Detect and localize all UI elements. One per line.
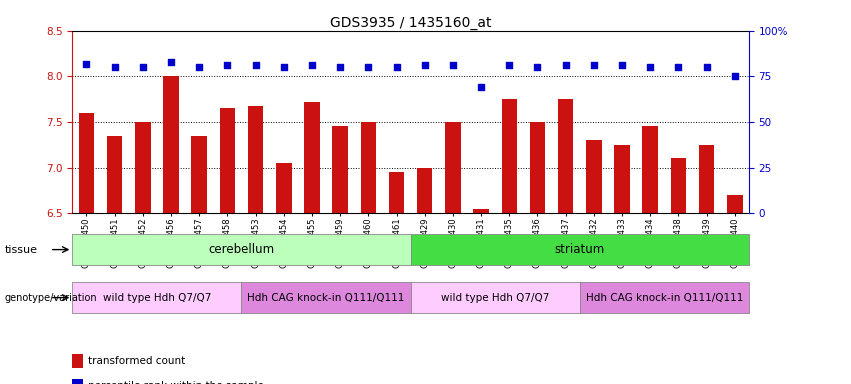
Point: [474, 84, 488, 90]
Text: cerebellum: cerebellum: [208, 243, 275, 256]
Bar: [242, 282, 410, 313]
Point: [671, 64, 685, 70]
Point: [559, 62, 573, 68]
Bar: [107, 136, 123, 213]
Bar: [220, 108, 235, 213]
Text: tissue: tissue: [4, 245, 37, 255]
Bar: [445, 122, 460, 213]
Text: percentile rank within the sample: percentile rank within the sample: [88, 381, 264, 384]
Bar: [248, 106, 263, 213]
Point: [362, 64, 375, 70]
Point: [418, 62, 431, 68]
Bar: [473, 209, 488, 213]
Text: wild type Hdh Q7/Q7: wild type Hdh Q7/Q7: [103, 293, 211, 303]
Point: [248, 62, 262, 68]
Bar: [643, 126, 658, 213]
Bar: [699, 145, 714, 213]
Point: [277, 64, 290, 70]
Bar: [276, 163, 292, 213]
Point: [531, 64, 545, 70]
Bar: [72, 234, 410, 265]
Title: GDS3935 / 1435160_at: GDS3935 / 1435160_at: [330, 16, 491, 30]
Point: [306, 62, 319, 68]
Bar: [361, 122, 376, 213]
Bar: [389, 172, 404, 213]
Point: [615, 62, 629, 68]
Point: [643, 64, 657, 70]
Bar: [410, 282, 580, 313]
Point: [80, 61, 94, 67]
Bar: [333, 126, 348, 213]
Bar: [727, 195, 743, 213]
Bar: [417, 167, 432, 213]
Bar: [410, 234, 749, 265]
Bar: [72, 282, 242, 313]
Bar: [501, 99, 517, 213]
Point: [390, 64, 403, 70]
Point: [164, 59, 178, 65]
Point: [728, 73, 741, 79]
Bar: [78, 113, 94, 213]
Bar: [580, 282, 749, 313]
Bar: [304, 102, 320, 213]
Bar: [614, 145, 630, 213]
Point: [136, 64, 150, 70]
Text: Hdh CAG knock-in Q111/Q111: Hdh CAG knock-in Q111/Q111: [248, 293, 405, 303]
Point: [446, 62, 460, 68]
Point: [220, 62, 234, 68]
Point: [192, 64, 206, 70]
Text: wild type Hdh Q7/Q7: wild type Hdh Q7/Q7: [441, 293, 550, 303]
Point: [334, 64, 347, 70]
Bar: [558, 99, 574, 213]
Bar: [191, 136, 207, 213]
Text: Hdh CAG knock-in Q111/Q111: Hdh CAG knock-in Q111/Q111: [585, 293, 743, 303]
Text: transformed count: transformed count: [88, 356, 185, 366]
Bar: [529, 122, 545, 213]
Bar: [163, 76, 179, 213]
Point: [502, 62, 516, 68]
Bar: [135, 122, 151, 213]
Point: [587, 62, 601, 68]
Bar: [586, 140, 602, 213]
Point: [108, 64, 122, 70]
Text: striatum: striatum: [555, 243, 605, 256]
Point: [700, 64, 713, 70]
Bar: [671, 159, 686, 213]
Text: genotype/variation: genotype/variation: [4, 293, 97, 303]
